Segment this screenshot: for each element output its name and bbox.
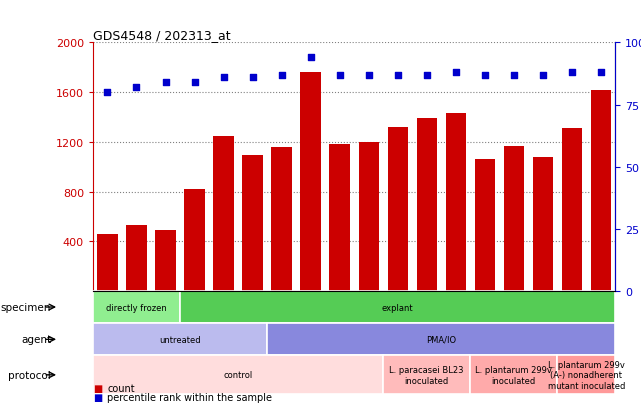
Text: L. plantarum 299v
inoculated: L. plantarum 299v inoculated bbox=[476, 365, 552, 385]
Point bbox=[392, 72, 403, 79]
Bar bbox=[97, 234, 117, 291]
Point bbox=[219, 75, 229, 81]
Point bbox=[509, 72, 519, 79]
Point bbox=[160, 80, 171, 86]
Text: percentile rank within the sample: percentile rank within the sample bbox=[107, 392, 272, 402]
Bar bbox=[329, 145, 350, 291]
Bar bbox=[213, 136, 234, 291]
Text: agent: agent bbox=[21, 335, 51, 344]
Bar bbox=[180, 291, 615, 323]
Point bbox=[451, 70, 461, 76]
Text: L. paracasei BL23
inoculated: L. paracasei BL23 inoculated bbox=[390, 365, 464, 385]
Bar bbox=[470, 356, 557, 394]
Point bbox=[422, 72, 432, 79]
Bar bbox=[93, 291, 180, 323]
Text: specimen: specimen bbox=[1, 302, 51, 312]
Bar bbox=[591, 90, 611, 291]
Bar bbox=[185, 190, 204, 291]
Bar bbox=[504, 146, 524, 291]
Point bbox=[335, 72, 345, 79]
Point bbox=[479, 72, 490, 79]
Text: count: count bbox=[107, 383, 135, 393]
Point bbox=[276, 72, 287, 79]
Bar bbox=[242, 156, 263, 291]
Bar bbox=[562, 129, 582, 291]
Text: L. plantarum 299v
(A-) nonadherent
mutant inoculated: L. plantarum 299v (A-) nonadherent mutan… bbox=[547, 360, 625, 390]
Text: directly frozen: directly frozen bbox=[106, 303, 167, 312]
Point bbox=[363, 72, 374, 79]
Text: GDS4548 / 202313_at: GDS4548 / 202313_at bbox=[93, 29, 231, 42]
Bar bbox=[126, 225, 147, 291]
Bar bbox=[93, 323, 267, 356]
Point bbox=[595, 70, 606, 76]
Bar bbox=[93, 356, 383, 394]
Bar bbox=[383, 356, 470, 394]
Point bbox=[306, 55, 316, 62]
Bar bbox=[417, 119, 437, 291]
Point bbox=[131, 85, 142, 91]
Bar bbox=[358, 142, 379, 291]
Bar bbox=[557, 356, 615, 394]
Bar bbox=[388, 128, 408, 291]
Text: explant: explant bbox=[382, 303, 413, 312]
Text: ■: ■ bbox=[93, 383, 102, 393]
Bar bbox=[267, 323, 615, 356]
Bar bbox=[271, 147, 292, 291]
Bar bbox=[445, 114, 466, 291]
Bar bbox=[155, 230, 176, 291]
Bar bbox=[533, 157, 553, 291]
Bar bbox=[301, 73, 320, 291]
Text: protocol: protocol bbox=[8, 370, 51, 380]
Bar bbox=[474, 160, 495, 291]
Text: PMA/IO: PMA/IO bbox=[426, 335, 456, 344]
Text: untreated: untreated bbox=[159, 335, 201, 344]
Text: ■: ■ bbox=[93, 392, 102, 402]
Text: control: control bbox=[224, 370, 253, 380]
Point bbox=[538, 72, 548, 79]
Point bbox=[189, 80, 199, 86]
Point bbox=[103, 90, 113, 96]
Point bbox=[567, 70, 577, 76]
Point bbox=[247, 75, 258, 81]
